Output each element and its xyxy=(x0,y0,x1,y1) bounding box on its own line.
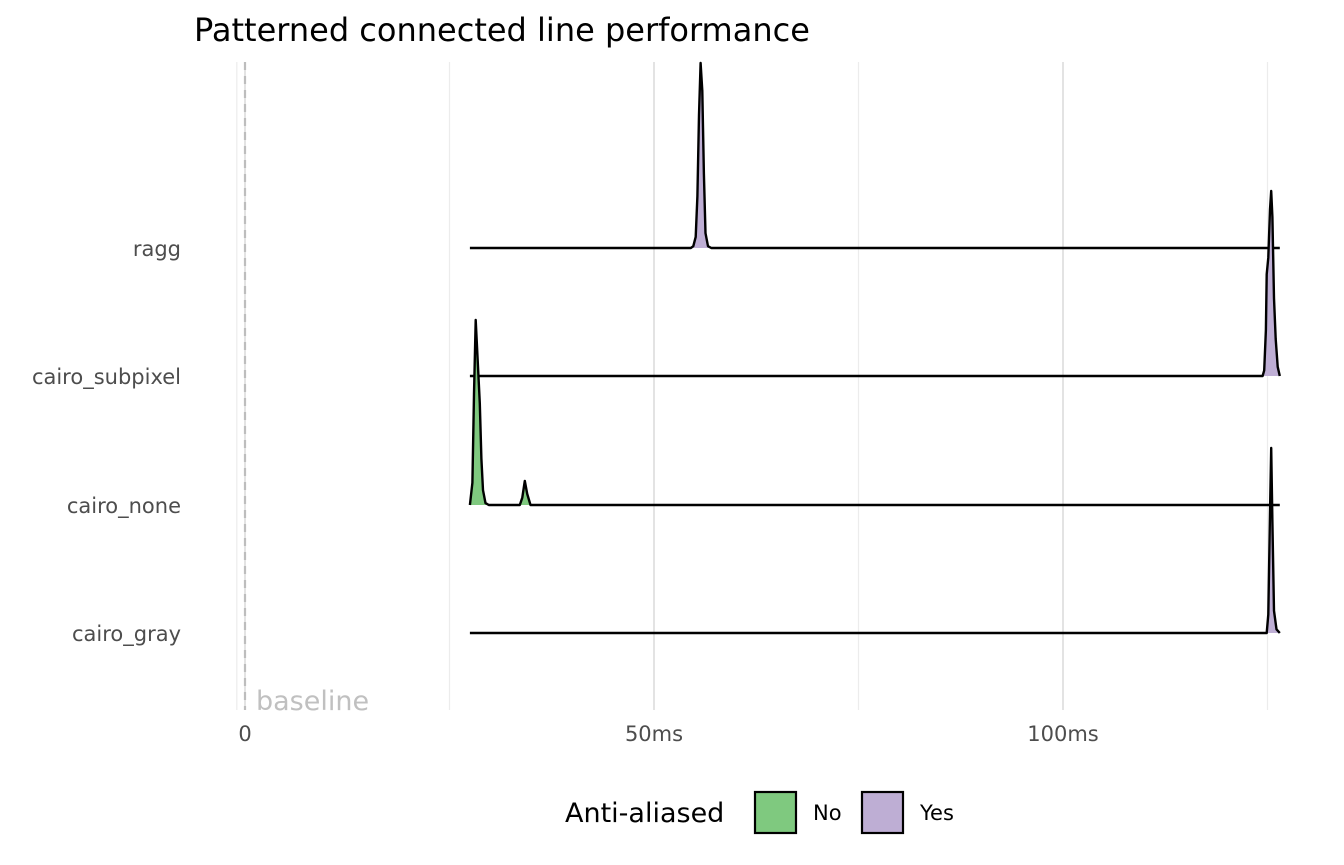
x-tick-label: 0 xyxy=(238,722,251,746)
chart-title: Patterned connected line performance xyxy=(194,11,810,49)
baseline-reference: baseline xyxy=(243,62,369,717)
y-label-cairo_subpixel: cairo_subpixel xyxy=(32,365,181,390)
legend-key-yes xyxy=(860,790,905,835)
ridge-line-cairo_gray xyxy=(469,446,1281,635)
ridge-line-cairo_none xyxy=(468,318,1280,507)
ridge-fill-ragg xyxy=(469,63,1280,248)
x-axis-tick-labels: 0 50ms 100ms xyxy=(238,722,1098,746)
baseline-annotation: baseline xyxy=(256,686,369,717)
x-tick-label: 50ms xyxy=(625,722,683,746)
ridge-fill-cairo_gray xyxy=(469,448,1280,633)
y-axis-labels: ragg cairo_subpixel cairo_none cairo_gray xyxy=(32,237,181,647)
ridges xyxy=(468,61,1281,635)
legend-key-no xyxy=(753,790,798,835)
ridge-fill-cairo_none xyxy=(469,320,1280,505)
legend: Anti-aliased No Yes xyxy=(565,790,954,835)
gridlines xyxy=(236,62,1269,710)
legend-label-yes: Yes xyxy=(919,801,954,825)
y-label-ragg: ragg xyxy=(133,237,181,261)
legend-label-no: No xyxy=(813,801,842,825)
x-tick-label: 100ms xyxy=(1027,722,1098,746)
ridge-fill-cairo_subpixel xyxy=(469,191,1280,376)
y-label-cairo_none: cairo_none xyxy=(67,494,181,519)
ridge-line-cairo_subpixel xyxy=(469,189,1281,378)
ridge-line-ragg xyxy=(469,61,1280,250)
legend-title: Anti-aliased xyxy=(565,798,724,829)
y-label-cairo_gray: cairo_gray xyxy=(72,622,181,647)
